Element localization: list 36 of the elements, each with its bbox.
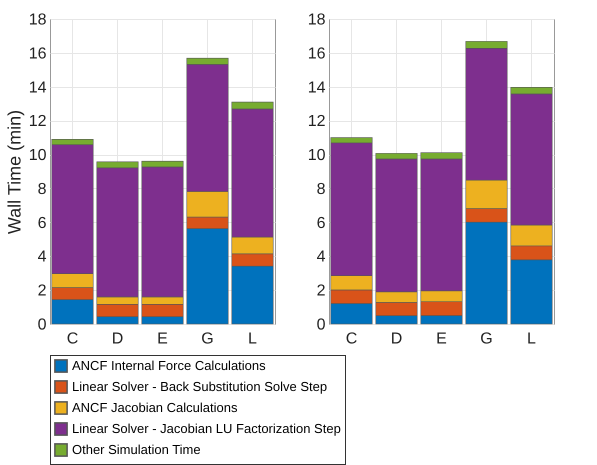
y-tick-label: 4 — [38, 248, 47, 266]
y-tick-label: 8 — [316, 180, 326, 198]
legend-label: Linear Solver - Jacobian LU Factorization Step — [72, 421, 341, 436]
x-tick-label: E — [157, 330, 168, 348]
y-tick-label: 18 — [308, 12, 326, 28]
y-tick-label: 2 — [38, 282, 47, 300]
x-tick-label: D — [390, 330, 402, 348]
y-tick-label: 2 — [316, 282, 326, 300]
y-tick-label: 12 — [28, 113, 47, 130]
y-tick-label: 0 — [38, 316, 47, 334]
y-tick-label: 10 — [28, 147, 47, 164]
y-tick-label: 4 — [316, 248, 326, 266]
legend-label: ANCF Jacobian Calculations — [72, 400, 238, 415]
y-axis-title: Wall Time (min) — [4, 110, 25, 234]
x-tick-label: L — [248, 330, 258, 348]
x-tick-label: C — [66, 330, 78, 348]
legend-label: Linear Solver - Back Substitution Solve Step — [72, 379, 328, 394]
legend-label: Other Simulation Time — [72, 442, 201, 457]
x-tick-label: C — [346, 330, 358, 348]
y-tick-label: 14 — [28, 79, 47, 96]
x-tick-label: G — [480, 330, 493, 348]
x-tick-label: G — [201, 330, 214, 348]
y-tick-label: 16 — [28, 45, 47, 62]
y-tick-label: 10 — [308, 147, 326, 164]
y-tick-label: 16 — [308, 45, 326, 62]
y-tick-label: 14 — [308, 79, 326, 96]
x-tick-label: E — [436, 330, 447, 348]
y-tick-label: 8 — [38, 180, 47, 198]
legend-label: ANCF Internal Force Calculations — [72, 358, 266, 373]
y-tick-label: 6 — [38, 214, 47, 232]
y-tick-label: 6 — [316, 214, 326, 232]
y-tick-label: 12 — [308, 113, 326, 130]
x-tick-label: L — [527, 330, 536, 348]
y-tick-label: 0 — [316, 316, 326, 334]
x-tick-label: D — [112, 330, 124, 348]
y-tick-label: 18 — [28, 12, 47, 28]
